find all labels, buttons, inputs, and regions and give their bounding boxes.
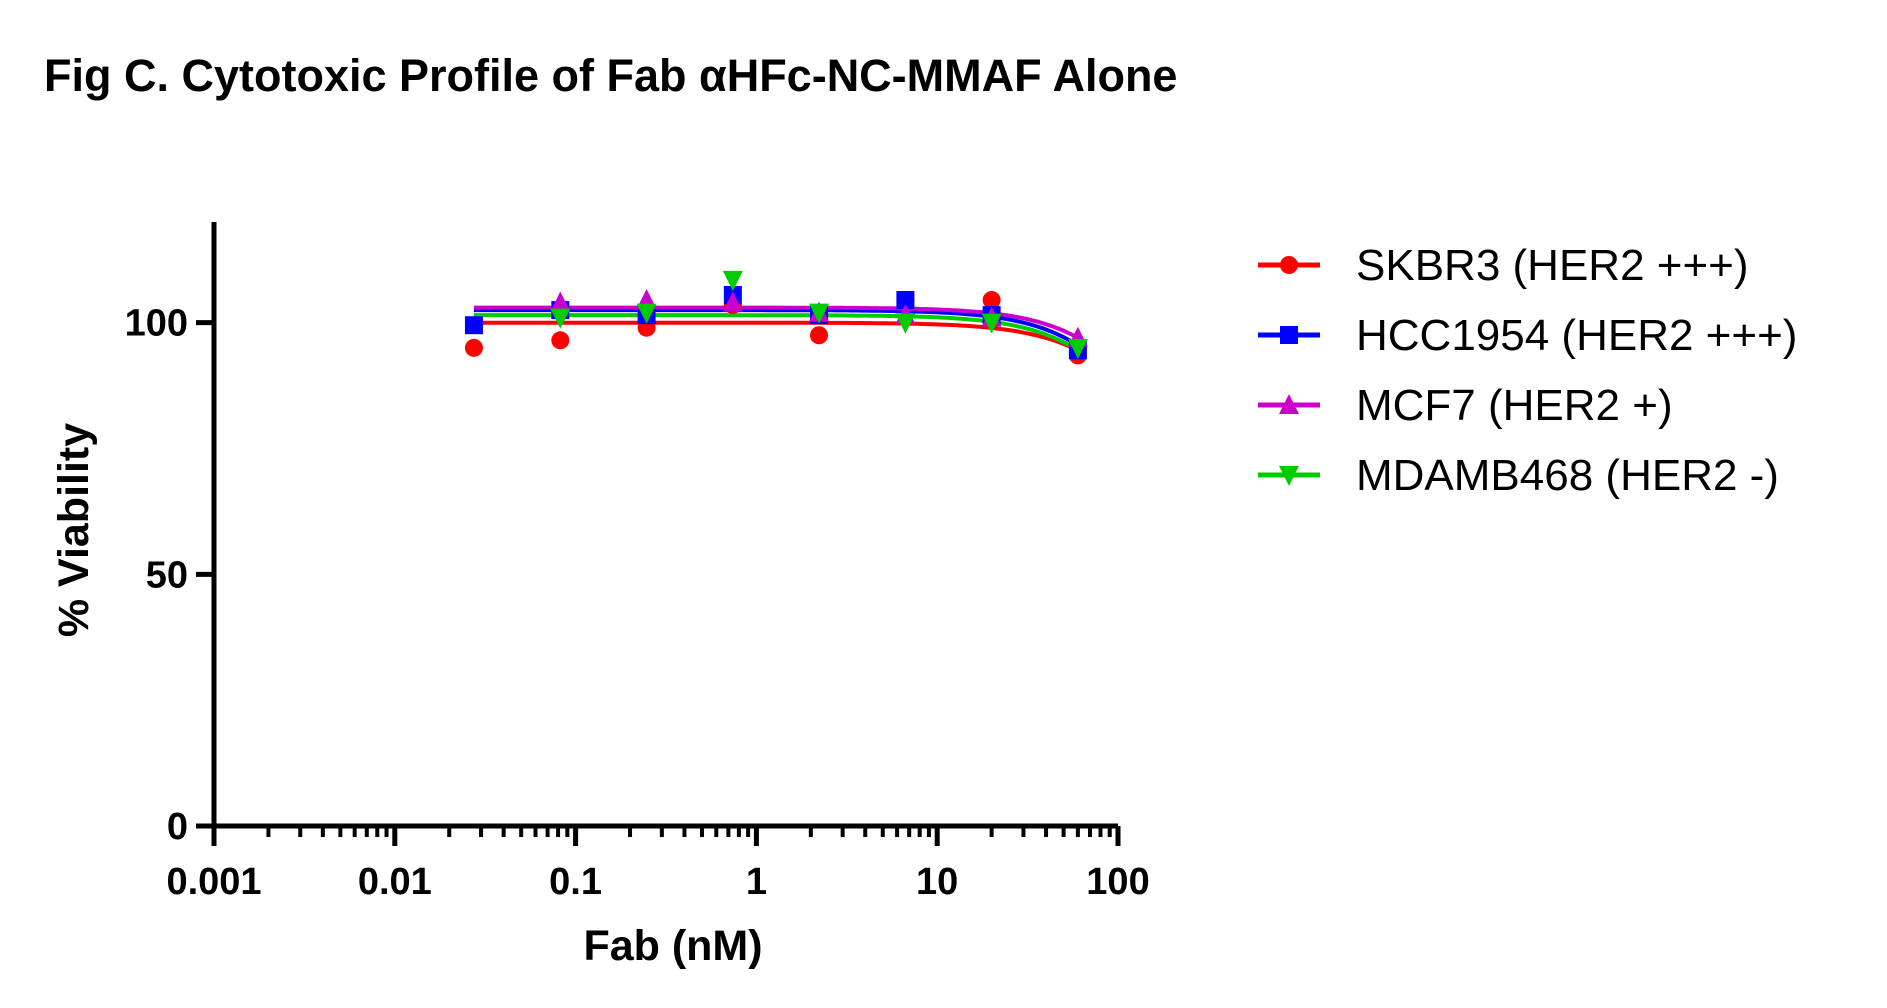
x-axis-title: Fab (nM) [583,922,762,970]
legend: SKBR3 (HER2 +++) HCC1954 (HER2 +++) MCF7 (… [1258,241,1797,500]
legend-label: SKBR3 (HER2 +++) [1356,241,1749,290]
chart-title: Fig C. Cytotoxic Profile of Fab αHFc-NC-… [44,50,1177,101]
x-tick-label: 10 [916,861,958,903]
data-point-series-2 [896,291,915,310]
data-point-series-3 [550,291,571,312]
fit-curve-3 [473,305,1079,340]
data-point-series-1 [810,326,829,345]
legend-label: MCF7 (HER2 +) [1356,381,1673,430]
y-axis-title: % Viability [50,423,98,637]
data-point-series-3 [722,291,743,312]
legend-marker [1280,326,1298,344]
x-tick-label: 0.1 [549,861,602,903]
data-point-series-2 [464,316,483,335]
data-point-series-4 [722,270,743,291]
plot-area: 0 50 100 0.001 0.01 0.1 1 10 100 [125,222,1150,903]
x-tick-label: 0.001 [166,861,261,903]
legend-marker [1280,256,1298,274]
legend-item-4: MDAMB468 (HER2 -) [1258,451,1779,500]
data-point-series-1 [464,338,483,357]
legend-label: MDAMB468 (HER2 -) [1356,451,1779,500]
y-tick-label: 0 [167,806,188,848]
data-point-series-1 [551,331,570,350]
legend-item-1: SKBR3 (HER2 +++) [1258,241,1749,290]
legend-label: HCC1954 (HER2 +++) [1356,311,1797,360]
fit-curve-1 [473,320,1079,353]
data-point-series-1 [982,291,1001,310]
data-point-series-4 [636,303,657,324]
data-point-series-4 [1067,338,1088,359]
data-point-series-4 [981,313,1002,334]
legend-marker [1279,466,1299,486]
y-tick-label: 50 [146,554,188,596]
data-point-series-4 [550,308,571,329]
fit-curve-2 [473,308,1079,347]
legend-item-2: HCC1954 (HER2 +++) [1258,311,1797,360]
legend-item-3: MCF7 (HER2 +) [1258,381,1673,430]
axes-layer: 0 50 100 0.001 0.01 0.1 1 10 100 [125,222,1150,903]
data-point-series-4 [895,313,916,334]
data-point-series-4 [809,303,830,324]
legend-marker [1279,394,1299,414]
fit-curve-4 [473,313,1079,353]
x-tick-label: 1 [746,861,767,903]
y-tick-label: 100 [125,303,188,345]
series-layer [464,270,1088,365]
x-tick-label: 0.01 [358,861,432,903]
x-tick-label: 100 [1086,861,1149,903]
